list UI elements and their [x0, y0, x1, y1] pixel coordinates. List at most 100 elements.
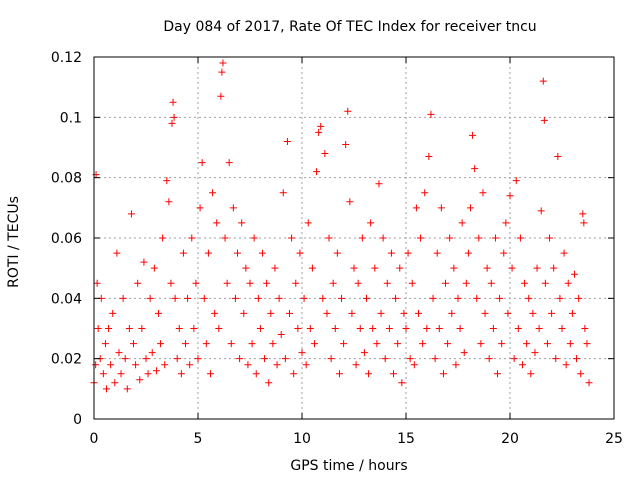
- data-point: [558, 325, 566, 332]
- data-point: [577, 370, 585, 378]
- data-point: [219, 59, 227, 67]
- data-point: [570, 270, 578, 278]
- data-point: [566, 340, 574, 348]
- data-point: [204, 249, 212, 257]
- data-point: [229, 204, 237, 212]
- data-point: [543, 340, 551, 348]
- data-point: [581, 325, 589, 332]
- data-point: [560, 249, 568, 257]
- data-point: [252, 370, 260, 378]
- data-point: [325, 234, 333, 242]
- data-point: [213, 219, 221, 227]
- data-point: [400, 309, 408, 317]
- tick-labels: 0 5 10 15 20 25 0 0.02 0.04 0.06 0.08 0.1 0.12: [51, 50, 623, 447]
- data-point: [333, 249, 341, 257]
- data-point: [512, 177, 520, 185]
- data-point: [134, 279, 142, 287]
- data-point: [417, 234, 425, 242]
- data-point: [423, 325, 431, 332]
- data-point: [575, 294, 583, 302]
- data-point: [273, 361, 281, 369]
- data-point: [275, 294, 283, 302]
- data-point: [190, 325, 198, 332]
- data-point: [398, 379, 406, 387]
- data-point: [142, 355, 150, 363]
- data-point: [93, 279, 101, 287]
- data-point: [433, 249, 441, 257]
- data-point: [460, 349, 468, 357]
- data-point: [525, 294, 533, 302]
- data-point: [308, 264, 316, 272]
- data-point: [111, 379, 119, 387]
- data-point: [568, 309, 576, 317]
- data-point: [369, 325, 377, 332]
- data-point: [477, 340, 485, 348]
- data-point: [469, 131, 477, 139]
- data-point: [494, 370, 502, 378]
- data-point: [170, 113, 178, 121]
- data-point: [342, 140, 350, 148]
- data-point: [521, 279, 529, 287]
- data-point: [292, 279, 300, 287]
- data-point: [306, 325, 314, 332]
- data-point: [136, 376, 144, 384]
- data-point: [296, 249, 304, 257]
- data-point: [283, 137, 291, 145]
- data-point: [242, 264, 250, 272]
- data-point: [335, 370, 343, 378]
- data-point: [352, 361, 360, 369]
- data-point: [485, 355, 493, 363]
- data-point: [165, 198, 173, 206]
- data-point: [541, 279, 549, 287]
- y-tick-label: 0.02: [51, 352, 82, 368]
- data-point: [527, 370, 535, 378]
- data-point: [348, 309, 356, 317]
- data-point: [254, 294, 262, 302]
- data-point: [211, 309, 219, 317]
- data-point: [256, 325, 264, 332]
- data-point: [518, 361, 526, 369]
- y-axis-title: ROTI / TECUs: [6, 196, 22, 288]
- y-tick-label: 0.06: [51, 231, 82, 247]
- data-point: [179, 249, 187, 257]
- data-point: [392, 294, 400, 302]
- data-point: [298, 349, 306, 357]
- chart-title: Day 084 of 2017, Rate Of TEC Index for r…: [163, 19, 536, 35]
- data-point: [327, 355, 335, 363]
- data-point: [466, 204, 474, 212]
- data-point: [390, 370, 398, 378]
- data-point: [377, 309, 385, 317]
- data-point: [410, 361, 418, 369]
- data-point: [406, 355, 414, 363]
- data-point: [535, 325, 543, 332]
- data-point: [101, 340, 109, 348]
- data-point: [375, 180, 383, 188]
- data-point: [452, 361, 460, 369]
- data-point: [310, 340, 318, 348]
- data-point: [94, 325, 102, 332]
- data-point: [427, 110, 435, 118]
- data-point: [585, 379, 593, 387]
- data-point: [263, 279, 271, 287]
- data-point: [130, 340, 138, 348]
- data-point: [317, 122, 325, 130]
- data-point: [184, 294, 192, 302]
- data-point: [177, 370, 185, 378]
- y-tick-label: 0.08: [51, 171, 82, 187]
- data-point: [537, 207, 545, 215]
- data-point: [358, 234, 366, 242]
- data-point: [200, 294, 208, 302]
- data-point: [365, 370, 373, 378]
- data-point: [458, 219, 466, 227]
- data-point: [269, 340, 277, 348]
- data-point: [304, 219, 312, 227]
- data-point: [408, 279, 416, 287]
- data-point: [234, 249, 242, 257]
- data-point: [439, 370, 447, 378]
- data-point: [404, 249, 412, 257]
- data-point: [379, 234, 387, 242]
- data-point: [444, 340, 452, 348]
- data-point: [236, 355, 244, 363]
- data-point: [385, 325, 393, 332]
- data-point: [198, 159, 206, 167]
